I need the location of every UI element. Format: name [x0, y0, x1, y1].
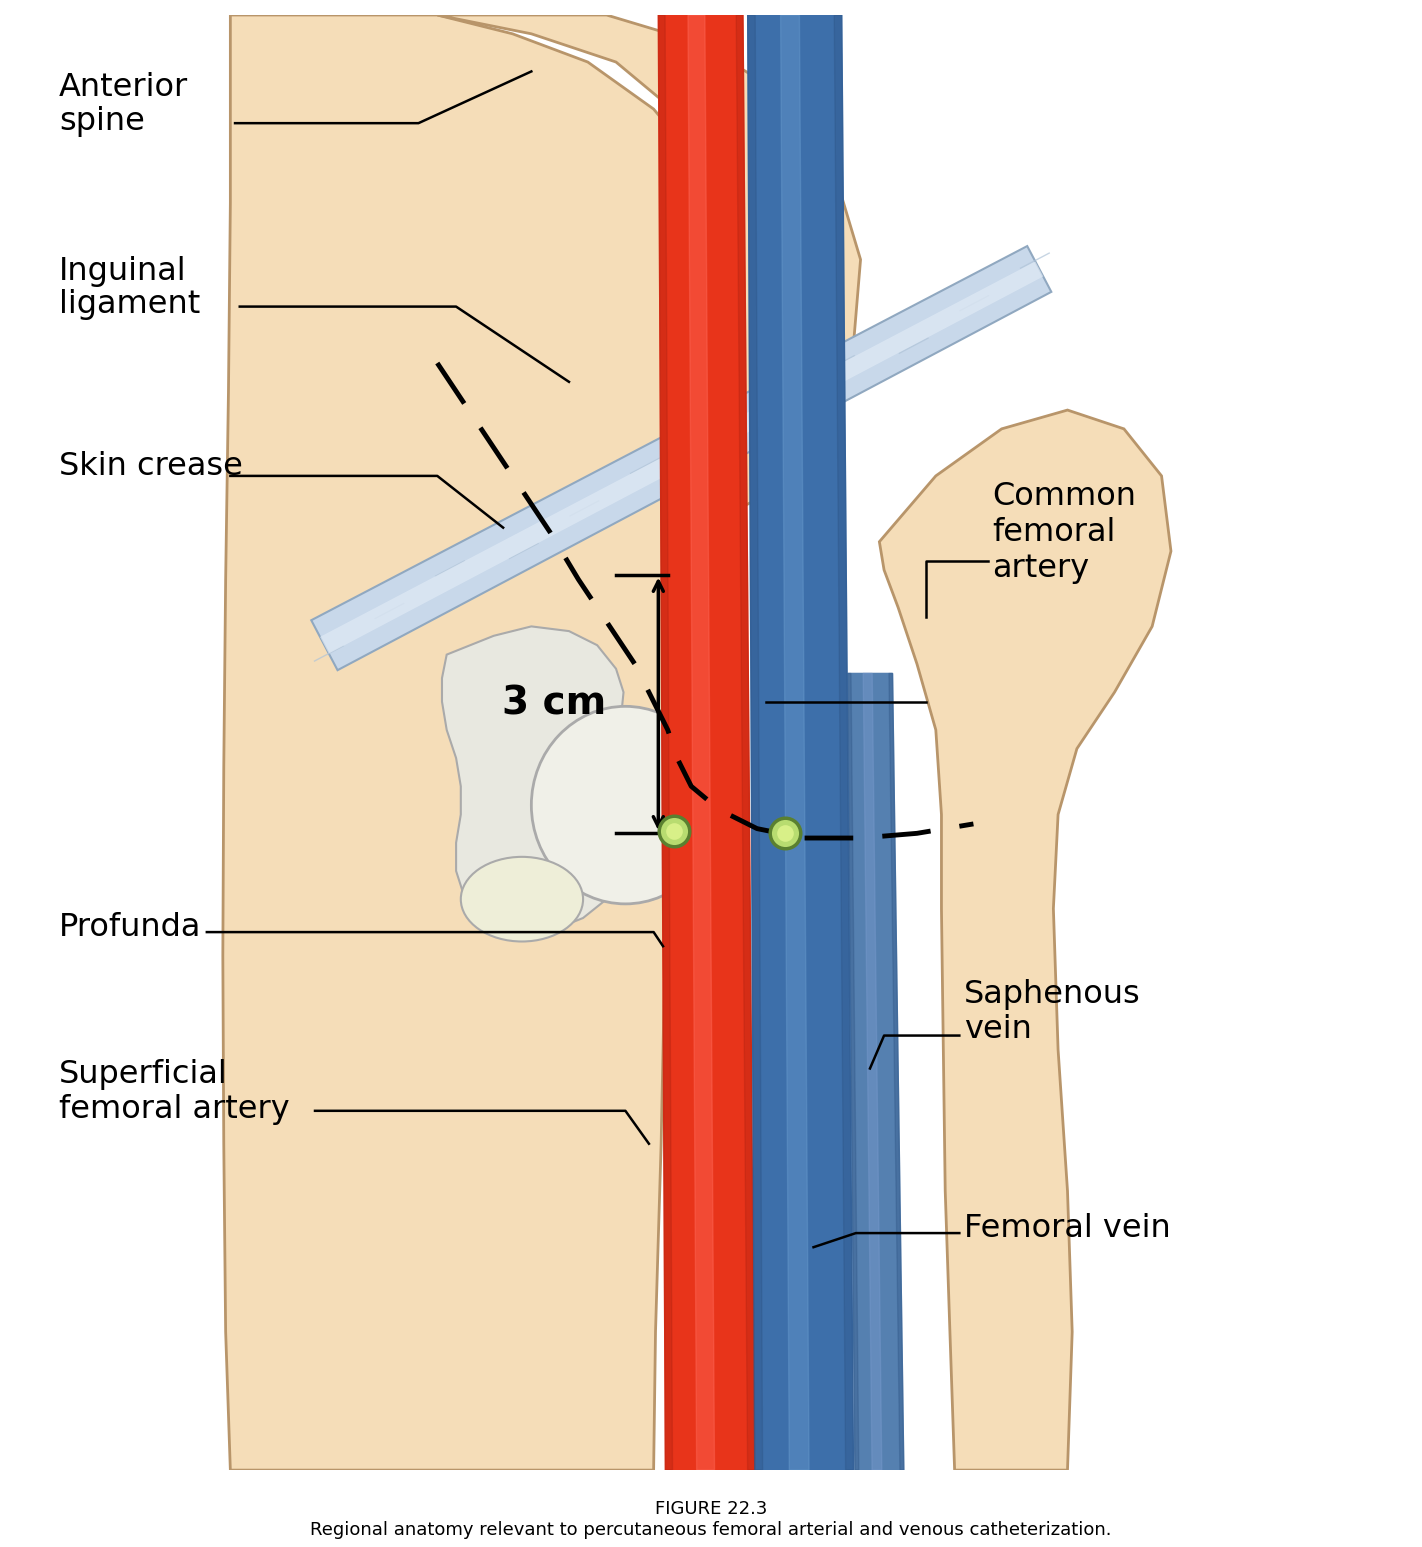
Polygon shape [748, 15, 853, 1470]
Text: Inguinal
ligament: Inguinal ligament [60, 255, 201, 320]
Polygon shape [737, 15, 755, 1470]
Text: Femoral vein: Femoral vein [964, 1213, 1170, 1244]
Polygon shape [848, 673, 904, 1470]
Polygon shape [223, 15, 738, 1470]
Polygon shape [863, 673, 882, 1470]
Polygon shape [320, 261, 1044, 653]
Polygon shape [658, 15, 673, 1470]
Text: Profunda: Profunda [60, 911, 202, 942]
Polygon shape [442, 627, 677, 933]
Text: Superficial
femoral artery: Superficial femoral artery [60, 1058, 290, 1125]
Polygon shape [311, 246, 1051, 670]
Polygon shape [835, 15, 853, 1470]
Polygon shape [889, 673, 904, 1470]
Polygon shape [879, 410, 1170, 1470]
Ellipse shape [461, 857, 583, 942]
Text: Anterior
spine: Anterior spine [60, 73, 188, 136]
Text: Saphenous
vein: Saphenous vein [964, 979, 1140, 1046]
Polygon shape [781, 15, 809, 1470]
Text: FIGURE 22.3
Regional anatomy relevant to percutaneous femoral arterial and venou: FIGURE 22.3 Regional anatomy relevant to… [310, 1501, 1112, 1539]
Polygon shape [848, 673, 859, 1470]
Text: Common
femoral
artery: Common femoral artery [993, 481, 1136, 583]
Polygon shape [658, 15, 755, 1470]
Text: Skin crease: Skin crease [60, 452, 243, 483]
Text: 3 cm: 3 cm [502, 685, 607, 722]
Polygon shape [688, 15, 714, 1470]
Polygon shape [748, 15, 762, 1470]
Ellipse shape [532, 707, 720, 903]
Polygon shape [438, 15, 860, 514]
